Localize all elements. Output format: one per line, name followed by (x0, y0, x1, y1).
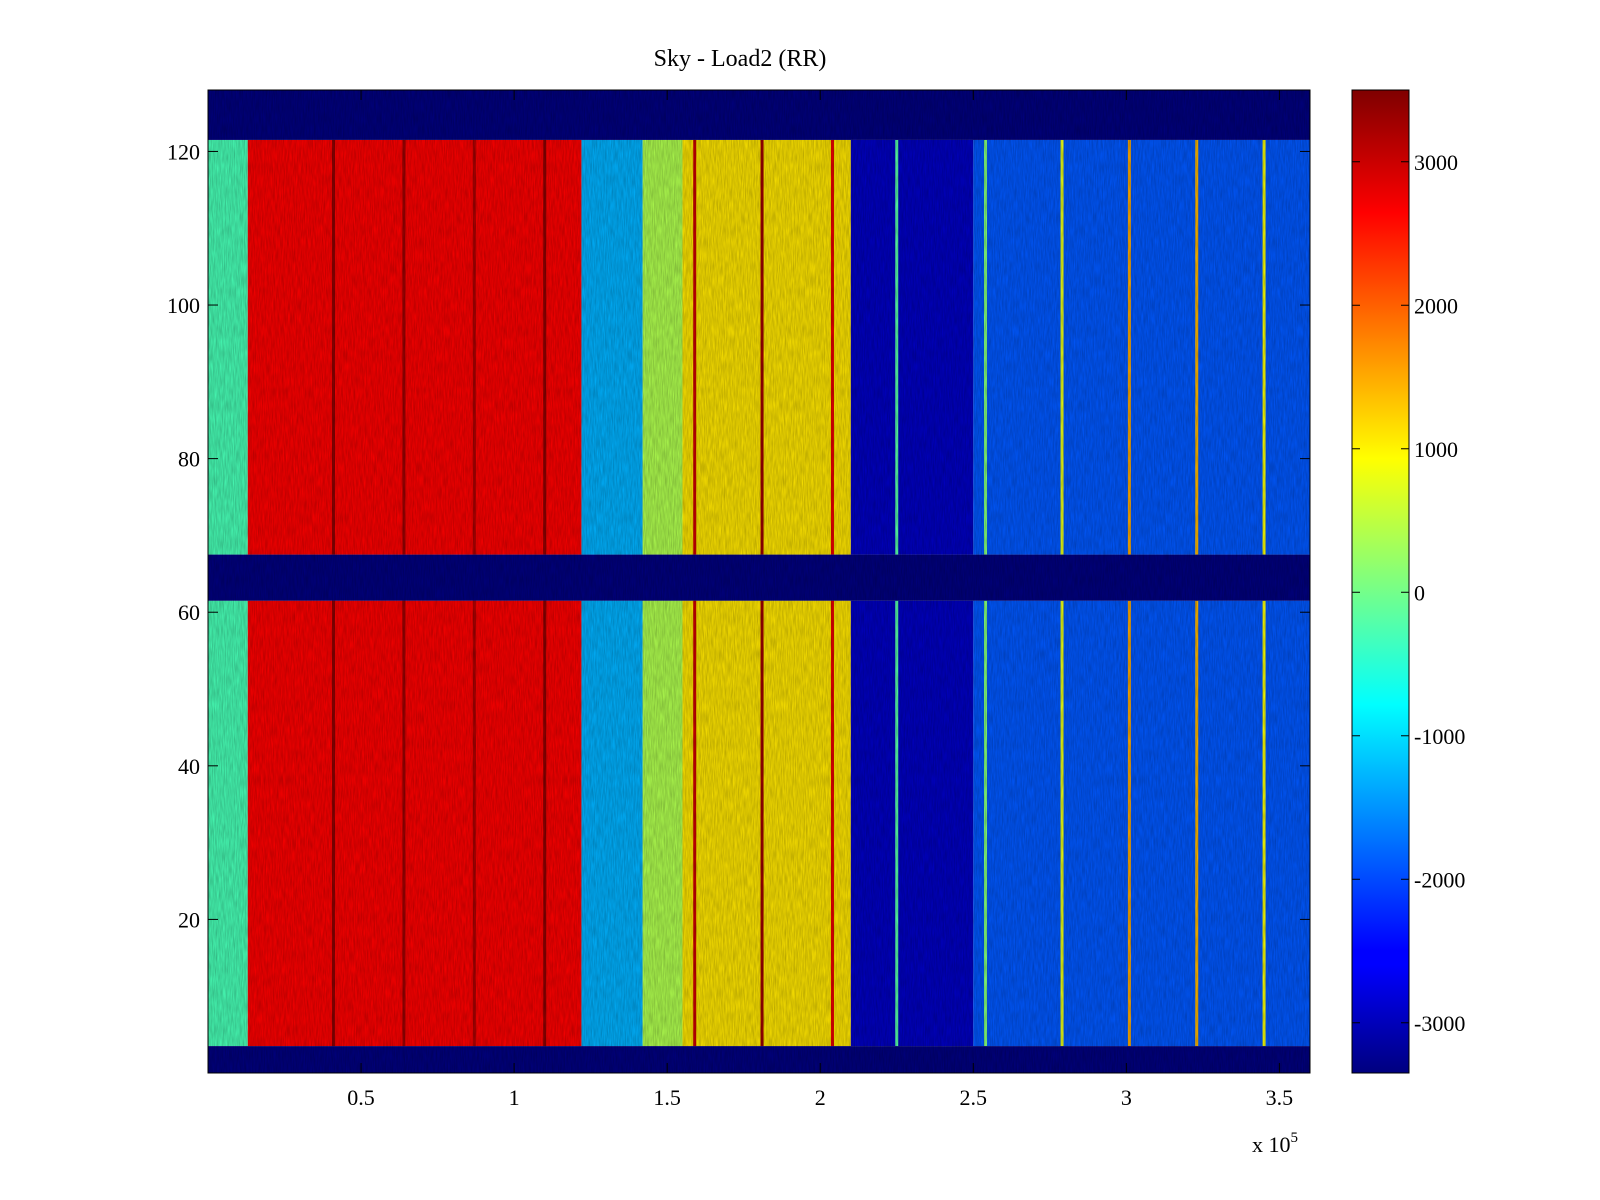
axes-frame (207, 89, 1311, 1074)
colorbar-tick-label-6: 3000 (1414, 150, 1458, 175)
y-tick-label-1: 40 (178, 754, 200, 779)
y-tick-label-3: 80 (178, 447, 200, 472)
colorbar-tick-label-0: -3000 (1414, 1011, 1465, 1036)
colorbar-tick-label-5: 2000 (1414, 293, 1458, 318)
colorbar-tick-label-1: -2000 (1414, 867, 1465, 892)
y-tick-label-2: 60 (178, 600, 200, 625)
noise-texture (208, 90, 1310, 1073)
x-tick-label-1: 1 (509, 1085, 520, 1110)
y-tick-label-5: 120 (167, 139, 200, 164)
colorbar-gradient (1352, 90, 1409, 1073)
colorbar-ticks: -3000 -2000 -1000 0 1000 2000 3000 (1352, 150, 1465, 1036)
colorbar-tick-label-4: 1000 (1414, 437, 1458, 462)
y-tick-label-4: 100 (167, 293, 200, 318)
x-tick-label-2: 1.5 (653, 1085, 681, 1110)
x-tick-label-5: 3 (1121, 1085, 1132, 1110)
y-axis: 20 40 60 80 100 120 (167, 139, 1310, 932)
colorbar-tick-label-2: -1000 (1414, 724, 1465, 749)
colorbar-tick-label-3: 0 (1414, 580, 1425, 605)
x-tick-label-4: 2.5 (960, 1085, 988, 1110)
chart-title: Sky - Load2 (RR) (654, 46, 827, 72)
x-tick-label-3: 2 (815, 1085, 826, 1110)
x-tick-label-6: 3.5 (1266, 1085, 1294, 1110)
x-axis: 0.5 1 1.5 2 2.5 3 3.5 (347, 90, 1293, 1110)
x-tick-label-0: 0.5 (347, 1085, 375, 1110)
x-multiplier-label: x 105 (1252, 1130, 1298, 1157)
colorbar-frame (1351, 89, 1410, 1074)
colorbar: -3000 -2000 -1000 0 1000 2000 3000 (1351, 89, 1465, 1074)
y-tick-label-0: 20 (178, 907, 200, 932)
plot-area (207, 89, 1311, 1074)
x-multiplier-exponent: 5 (1291, 1130, 1299, 1146)
